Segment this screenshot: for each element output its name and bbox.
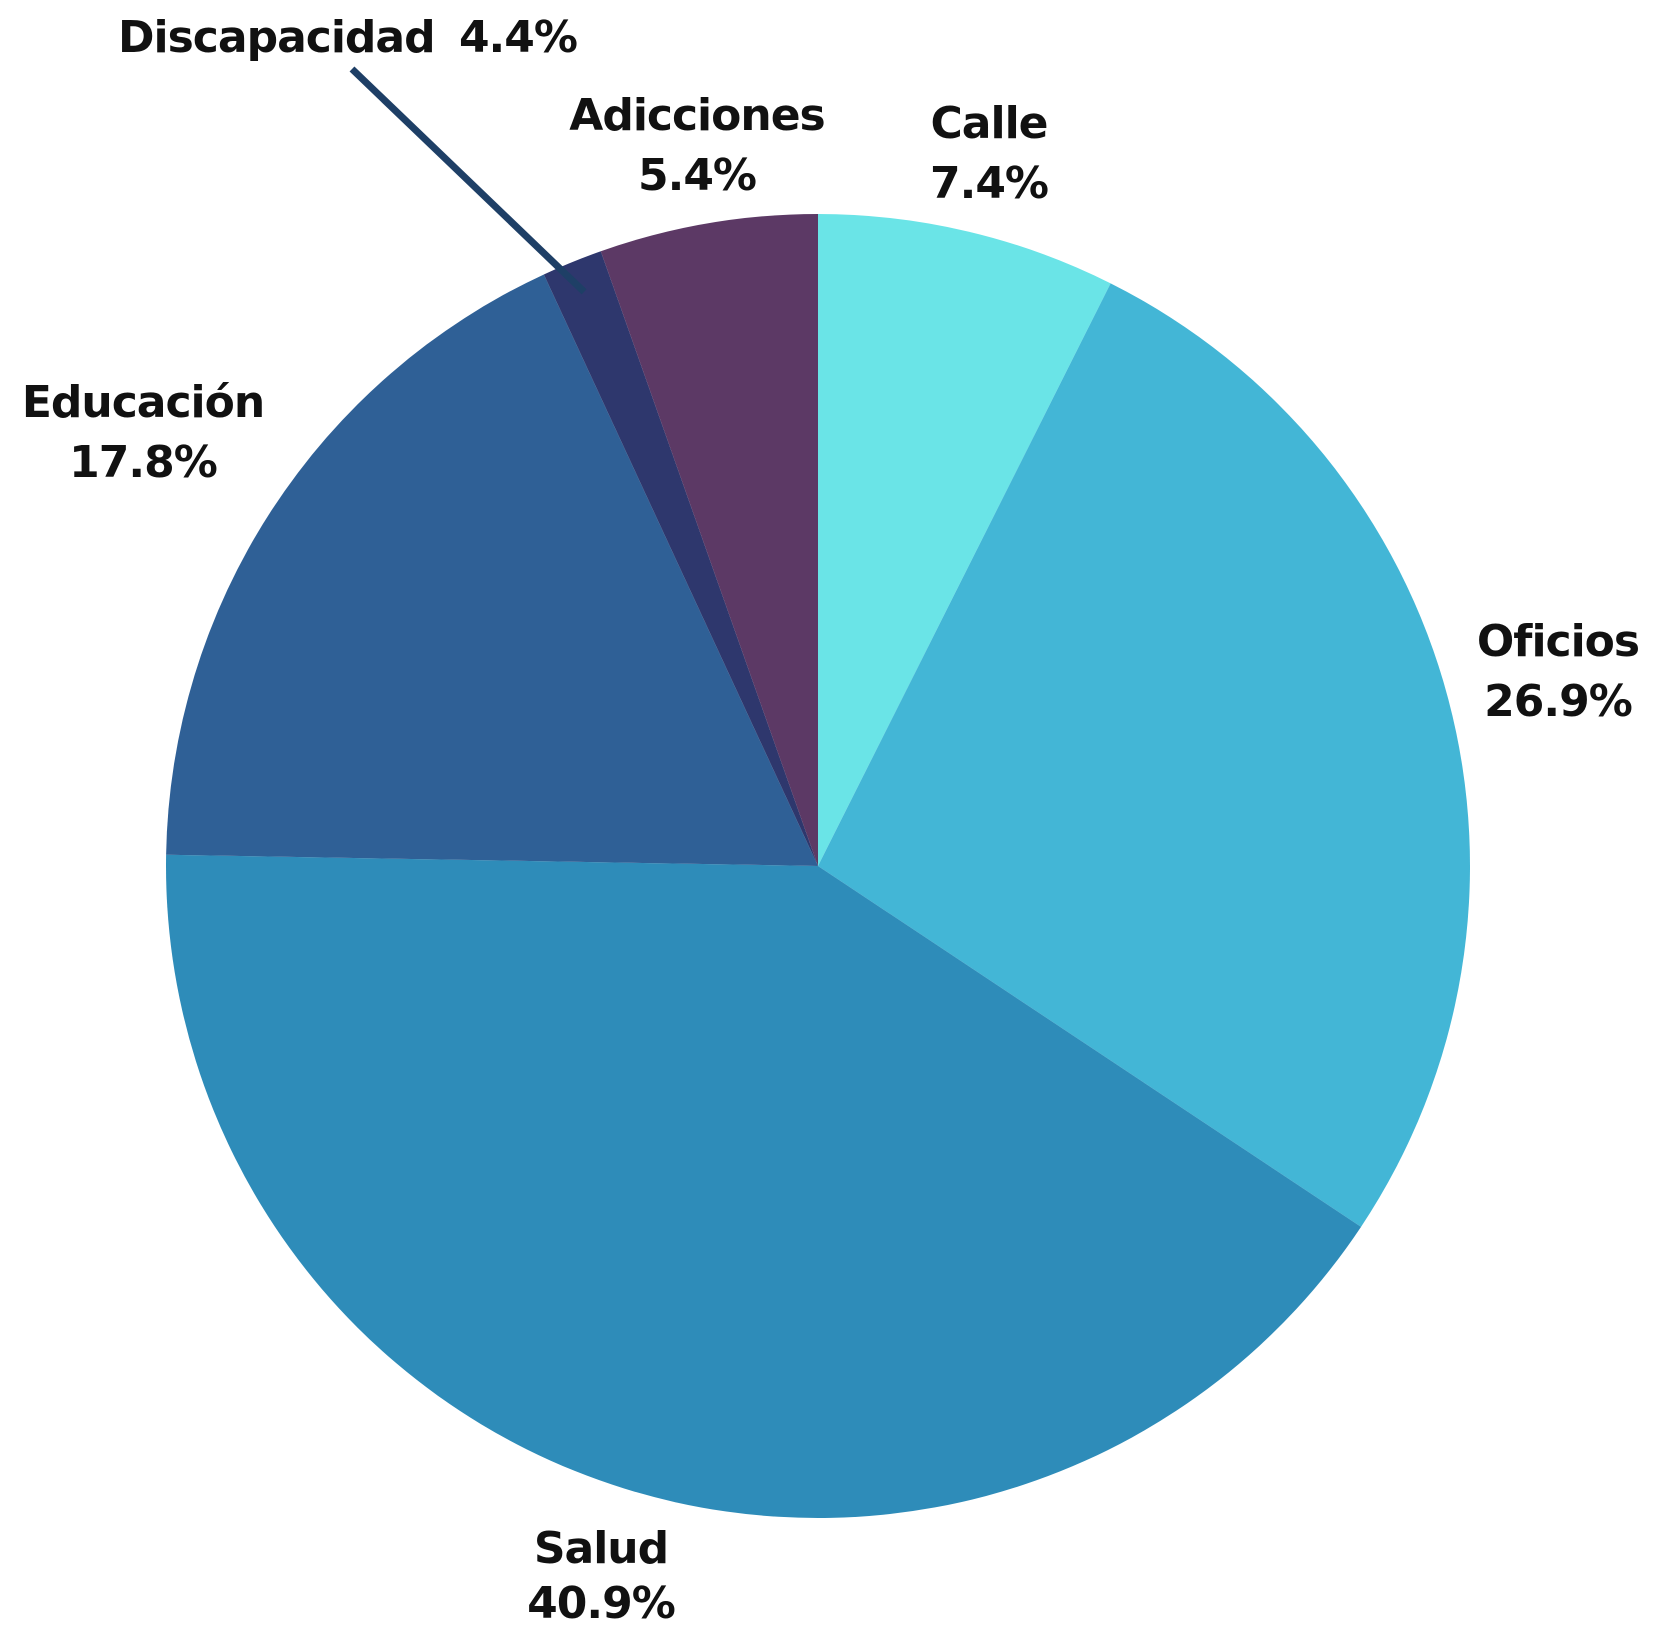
label-adicciones: Adicciones <box>569 90 824 141</box>
discapacidad-leader-line <box>349 66 587 295</box>
slice-adicciones <box>600 214 818 866</box>
slice-discapacidad <box>543 251 818 867</box>
label-discapacidad: Discapacidad 4.4% <box>118 12 577 63</box>
value-calle: 7.4% <box>930 158 1048 209</box>
pie-slices <box>166 214 1471 1518</box>
value-oficios: 26.9% <box>1484 676 1632 727</box>
slice-oficios <box>818 283 1471 1227</box>
label-oficios: Oficios <box>1477 616 1639 667</box>
slice-educacion <box>166 274 819 866</box>
label-discapacidad-name: Discapacidad <box>118 12 435 63</box>
label-calle: Calle <box>931 98 1048 149</box>
value-salud: 40.9% <box>527 1578 675 1625</box>
slice-calle <box>818 214 1111 866</box>
label-salud: Salud <box>534 1523 668 1574</box>
value-educacion: 17.8% <box>69 437 217 488</box>
value-adicciones: 5.4% <box>638 150 756 201</box>
value-discapacidad: 4.4% <box>459 12 577 63</box>
label-educacion: Educación <box>22 377 264 428</box>
slice-salud <box>166 854 1362 1518</box>
